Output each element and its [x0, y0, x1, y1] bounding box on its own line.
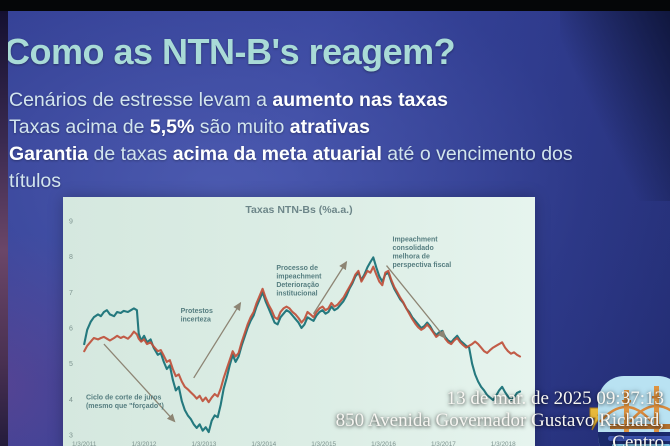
y-axis-tick-label: 4	[69, 397, 73, 404]
chart-annotation: institucional	[276, 291, 317, 298]
chart-annotation: perspectiva fiscal	[393, 262, 452, 269]
x-axis-tick-label: 1/3/2015	[311, 441, 336, 446]
x-axis-tick-label: 1/3/2018	[491, 441, 516, 446]
y-axis-tick-label: 3	[69, 433, 73, 440]
bullet-bold-text: aumento nas taxas	[272, 89, 448, 111]
bullet-bold-text: atrativas	[289, 116, 370, 138]
y-axis-tick-label: 5	[69, 361, 73, 368]
ntnb-rates-chart: Taxas NTN-Bs (%a.a.) 3 4 5 6 7 8 9 1/3/2011 1/3/2…	[63, 197, 535, 446]
y-axis-tick-label: 6	[69, 326, 73, 333]
screen-shadow-corner	[560, 11, 670, 201]
x-axis-tick-label: 1/3/2014	[251, 441, 276, 446]
chart-annotation: (mesmo que "forçado")	[86, 403, 164, 410]
presentation-slide: Como as NTN-B's reagem? Cenários de estr…	[0, 11, 670, 446]
x-axis-tick-label: 1/3/2013	[191, 441, 216, 446]
bullet-bold-text: acima da meta atuarial	[172, 143, 382, 165]
gps-camera-watermark: 13 de mar. de 2025 09:37:13 850 Avenida …	[336, 388, 664, 446]
bullet-list: Cenários de estresse levam a aumento nas…	[9, 87, 594, 195]
chart-annotation: Protestos	[181, 308, 213, 315]
slide-title: Como as NTN-B's reagem?	[4, 31, 456, 72]
line-chart-svg: Taxas NTN-Bs (%a.a.) 3 4 5 6 7 8 9 1/3/2011 1/3/2…	[63, 197, 535, 446]
bullet-text: Taxas acima de	[9, 116, 150, 138]
watermark-address: 850 Avenida Governador Gustavo Richard,	[335, 410, 664, 431]
annotation-arrow	[386, 265, 447, 339]
bullet-text: Cenários de estresse levam a	[9, 89, 273, 111]
y-axis-tick-label: 9	[69, 219, 73, 226]
series-line	[83, 265, 522, 404]
annotation-arrow	[103, 343, 176, 423]
x-axis-tick-label: 1/3/2011	[72, 441, 97, 446]
chart-annotation: Impeachment	[393, 237, 439, 244]
annotation-arrow	[312, 260, 348, 315]
chart-annotation: consolidado	[393, 245, 434, 252]
watermark-address-2: Centro	[612, 432, 664, 446]
chart-annotation: Ciclo de corte de juros	[86, 394, 162, 401]
photo-edge-glow	[0, 11, 8, 446]
bullet-bold-text: Garantia	[9, 143, 89, 165]
chart-annotation: Processo de	[276, 265, 318, 272]
bullet-bold-text: 5,5%	[149, 116, 195, 138]
chart-background	[63, 197, 535, 446]
x-axis-tick-label: 1/3/2017	[431, 441, 456, 446]
x-axis-tick-label: 1/3/2012	[132, 441, 157, 446]
chart-title: Taxas NTN-Bs (%a.a.)	[245, 204, 352, 216]
x-axis-tick-label: 1/3/2016	[371, 441, 396, 446]
y-axis-tick-label: 8	[69, 254, 73, 261]
bridge-map-thumbnail-icon	[598, 376, 670, 446]
y-axis-tick-label: 7	[69, 290, 73, 297]
watermark-timestamp: 13 de mar. de 2025 09:37:13	[446, 388, 664, 409]
bullet-line: Cenários de estresse levam a aumento nas…	[9, 87, 594, 114]
chart-annotation: incerteza	[181, 317, 211, 324]
bullet-text: são muito	[194, 116, 290, 138]
bullet-text: de taxas	[88, 143, 173, 165]
bullet-text: até o vencimento dos títulos	[9, 143, 573, 192]
chart-annotation: melhora de	[393, 254, 430, 261]
bullet-line: Taxas acima de 5,5% são muito atrativas	[9, 114, 594, 141]
bullet-line: Garantia de taxas acima da meta atuarial…	[9, 141, 594, 195]
annotation-arrow	[193, 301, 242, 379]
letterbox-bar	[0, 0, 670, 11]
chart-annotation: impeachment	[276, 274, 322, 281]
series-line	[83, 256, 522, 434]
chart-annotation: Deterioração	[276, 282, 319, 289]
